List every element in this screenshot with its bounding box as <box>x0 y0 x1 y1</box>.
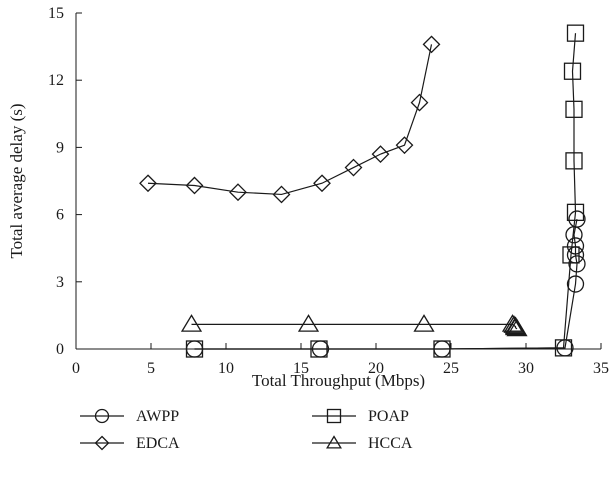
legend-item-edca: EDCA <box>80 435 180 452</box>
series-line-edca <box>147 44 433 196</box>
series-poap <box>185 24 585 358</box>
x-tick-label: 15 <box>293 360 309 377</box>
y-tick-label: 9 <box>56 139 64 156</box>
x-tick-label: 35 <box>593 360 609 377</box>
legend-item-awpp: AWPP <box>80 408 179 425</box>
data-point-poap <box>566 24 585 42</box>
axes: 0 5 10 15 20 25 30 35 0 3 6 9 12 15 <box>48 5 609 377</box>
data-point-edca <box>185 176 204 195</box>
x-tick-label: 5 <box>147 360 155 377</box>
series-line-poap <box>194 33 577 350</box>
data-point-edca <box>139 174 157 193</box>
legend-label-poap: POAP <box>368 408 409 425</box>
data-point-poap <box>554 339 573 357</box>
data-point-awpp <box>566 237 585 255</box>
x-ticks: 0 5 10 15 20 25 30 35 <box>72 343 609 377</box>
y-tick-label: 3 <box>56 274 64 291</box>
data-point-hcca <box>297 314 320 332</box>
legend-item-hcca: HCCA <box>312 435 413 452</box>
data-point-poap <box>562 246 580 264</box>
series-line-hcca <box>191 323 518 330</box>
legend-item-poap: POAP <box>312 408 409 425</box>
x-tick-label: 25 <box>443 360 459 377</box>
legend-marker-hcca <box>326 435 342 449</box>
data-point-poap <box>310 340 328 358</box>
data-point-poap <box>565 152 583 170</box>
legend-marker-edca <box>94 435 110 451</box>
x-tick-label: 10 <box>218 360 234 377</box>
y-tick-label: 0 <box>56 341 64 358</box>
data-point-edca <box>395 136 414 155</box>
legend-marker-poap <box>326 408 342 424</box>
series-edca <box>139 35 441 204</box>
data-point-awpp <box>568 255 586 273</box>
data-point-hcca <box>504 317 527 336</box>
legend: AWPP POAP EDCA HCCA <box>80 408 413 452</box>
data-point-edca <box>313 174 331 193</box>
legend-label-awpp: AWPP <box>136 408 179 425</box>
data-point-poap <box>433 340 451 358</box>
data-point-hcca <box>180 314 203 332</box>
data-point-poap <box>566 203 585 222</box>
data-point-edca <box>229 183 247 202</box>
y-tick-label: 15 <box>48 5 64 22</box>
data-point-edca <box>272 185 291 204</box>
series-line-awpp <box>194 218 578 350</box>
legend-label-edca: EDCA <box>136 435 180 452</box>
legend-label-hcca: HCCA <box>368 435 413 452</box>
series-hcca <box>180 314 528 337</box>
legend-marker-awpp <box>94 408 110 424</box>
data-point-hcca <box>413 314 435 332</box>
series-layer <box>139 24 586 358</box>
y-ticks: 0 3 6 9 12 15 <box>48 5 82 358</box>
y-tick-label: 6 <box>56 207 64 224</box>
data-point-awpp <box>566 275 585 293</box>
data-point-awpp <box>568 210 586 228</box>
data-point-edca <box>410 93 429 112</box>
data-point-hcca <box>501 314 524 332</box>
data-point-edca <box>344 158 363 177</box>
data-point-edca <box>422 35 441 54</box>
x-axis-label: Total Throughput (Mbps) <box>252 371 425 390</box>
data-point-poap <box>565 100 583 118</box>
data-point-hcca <box>506 318 528 337</box>
x-tick-label: 0 <box>72 360 80 377</box>
data-point-poap <box>185 340 204 358</box>
data-point-edca <box>371 145 390 164</box>
data-point-poap <box>563 62 582 80</box>
y-tick-label: 12 <box>48 72 64 89</box>
y-axis-label: Total average delay (s) <box>7 103 26 258</box>
x-tick-label: 30 <box>518 360 534 377</box>
x-tick-label: 20 <box>368 360 384 377</box>
